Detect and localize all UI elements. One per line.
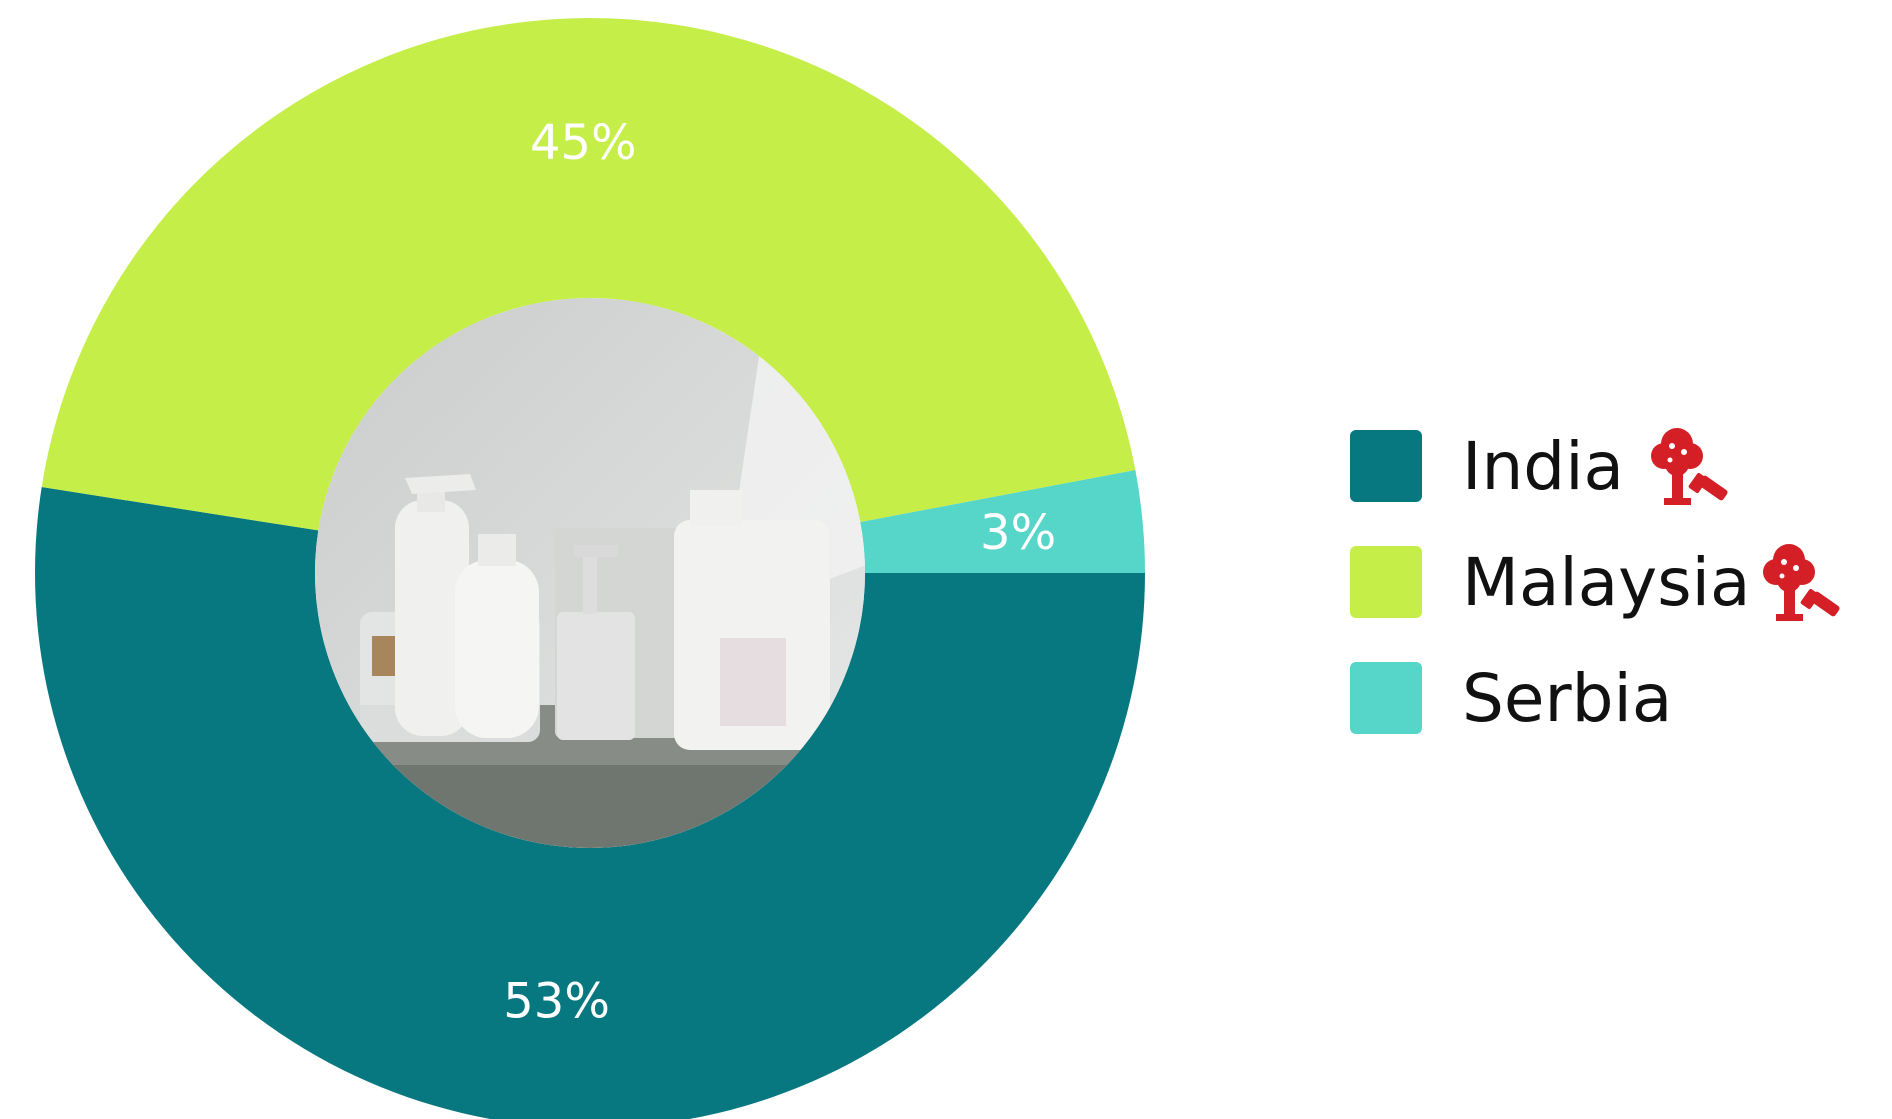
- center-photo: [315, 298, 865, 848]
- legend-swatch-india: [1350, 430, 1422, 502]
- slice-serbia: [860, 470, 1145, 573]
- legend-item-serbia: Serbia: [1350, 640, 1854, 756]
- tree-brush-icon: [1763, 544, 1840, 621]
- slice-india: [35, 487, 1145, 1119]
- slice-malaysia: [41, 17, 1136, 531]
- legend-item-malaysia: Malaysia: [1350, 524, 1854, 640]
- legend-label-india: India: [1462, 427, 1624, 505]
- legend-swatch-malaysia: [1350, 546, 1422, 618]
- legend-label-serbia: Serbia: [1462, 659, 1673, 737]
- legend-item-india: India: [1350, 408, 1854, 524]
- slice-label-serbia: 3%: [980, 505, 1056, 561]
- legend-label-malaysia: Malaysia: [1462, 543, 1751, 621]
- slice-label-malaysia: 45%: [530, 115, 637, 171]
- legend: India Malaysia: [1350, 408, 1854, 756]
- legend-swatch-serbia: [1350, 662, 1422, 734]
- tree-brush-icon: [1650, 428, 1728, 505]
- slice-label-india: 53%: [503, 974, 610, 1030]
